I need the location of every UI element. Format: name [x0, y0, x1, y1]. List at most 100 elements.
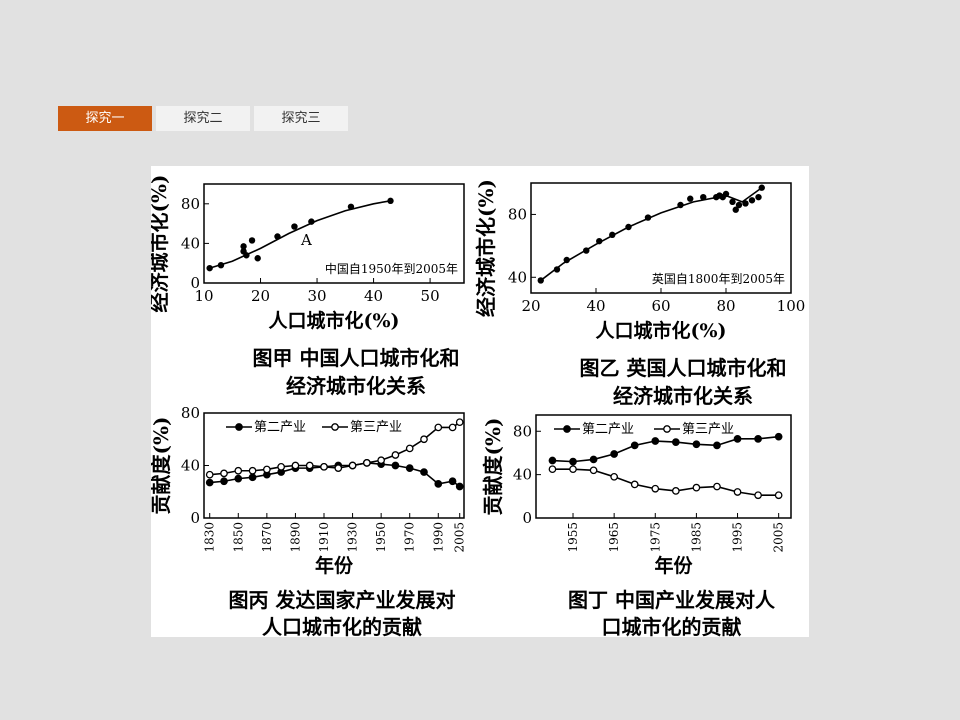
y-tick-label: 0: [522, 509, 532, 527]
series-marker-1: [305, 461, 314, 470]
series-marker-0: [434, 480, 443, 488]
legend-label: 第二产业: [254, 420, 306, 435]
x-tick-label: 1890: [288, 522, 302, 553]
series-marker-0: [234, 474, 243, 483]
series-marker-0: [455, 482, 464, 491]
x-tick-label: 40: [586, 297, 605, 315]
x-tick-label: 1990: [431, 522, 445, 553]
x-tick-label: 80: [716, 297, 735, 315]
y-tick-label: 80: [181, 195, 200, 213]
legend-marker: [235, 423, 243, 431]
x-axis-label: 年份: [654, 554, 693, 577]
x-tick-label: 60: [651, 297, 670, 315]
data-point: [609, 231, 616, 239]
data-point: [687, 195, 694, 202]
y-axis-label: 经济城市化(%): [151, 175, 171, 313]
figure-caption: 经济城市化关系: [613, 384, 753, 408]
series-marker-0: [713, 441, 721, 450]
y-tick-label: 80: [513, 422, 532, 440]
series-marker-1: [320, 462, 328, 471]
series-marker-1: [334, 464, 343, 472]
point-label-a: A: [300, 231, 312, 249]
data-point: [735, 201, 743, 209]
series-marker-1: [713, 482, 721, 491]
tab-explore-3[interactable]: 探究三: [254, 106, 348, 131]
figure-caption: 经济城市化关系: [286, 374, 426, 398]
tab-bar: 探究一 探究二 探究三: [58, 106, 348, 131]
figure-caption: 图乙 英国人口城市化和: [580, 356, 787, 380]
data-point: [758, 184, 765, 191]
series-marker-1: [692, 483, 701, 492]
trend-curve: [540, 187, 763, 282]
x-tick-label: 1965: [607, 522, 621, 553]
y-tick-label: 40: [181, 457, 200, 475]
series-marker-0: [651, 437, 660, 445]
data-point: [732, 206, 739, 213]
y-axis-label: 贡献度(%): [151, 417, 173, 515]
series-line-1: [552, 468, 779, 497]
figure-caption: 图甲 中国人口城市化和: [253, 346, 460, 370]
data-point: [700, 193, 707, 201]
series-marker-1: [754, 491, 762, 500]
data-point: [243, 252, 250, 259]
data-point: [677, 201, 684, 209]
y-tick-label: 0: [190, 274, 200, 292]
series-marker-1: [610, 472, 618, 481]
x-tick-label: 20: [521, 297, 540, 315]
series-marker-1: [205, 470, 214, 479]
data-point: [206, 264, 213, 272]
series-marker-1: [263, 465, 271, 474]
x-tick-label: 1955: [566, 522, 580, 553]
data-point: [625, 223, 632, 231]
y-axis-label: 贡献度(%): [481, 418, 505, 516]
series-marker-1: [651, 484, 660, 493]
series-marker-1: [391, 451, 400, 459]
data-point: [537, 277, 544, 284]
data-point: [755, 193, 762, 201]
series-marker-0: [733, 435, 742, 443]
series-marker-1: [291, 461, 300, 470]
data-point: [596, 237, 603, 245]
x-tick-label: 1985: [689, 522, 703, 553]
series-marker-1: [448, 423, 457, 432]
data-point: [387, 197, 394, 205]
series-marker-1: [733, 488, 742, 496]
data-point: [722, 190, 730, 198]
series-marker-1: [348, 461, 357, 470]
series-marker-0: [569, 457, 577, 466]
data-point: [240, 243, 247, 250]
series-marker-1: [377, 456, 385, 465]
figure-caption: 图丁 中国产业发展对人: [568, 588, 776, 612]
chart-annotation: 中国自1950年到2005年: [325, 261, 458, 276]
plot-frame: [203, 183, 465, 284]
y-tick-label: 40: [508, 268, 527, 286]
trend-curve: [209, 200, 391, 269]
data-point: [644, 214, 652, 221]
tab-explore-2[interactable]: 探究二: [156, 106, 250, 131]
series-marker-1: [548, 465, 557, 474]
series-marker-0: [405, 464, 414, 472]
figure-caption: 图丙 发达国家产业发展对: [229, 588, 456, 612]
x-tick-label: 1995: [731, 522, 745, 553]
series-marker-1: [455, 418, 464, 427]
x-tick-label: 10: [194, 287, 213, 305]
figure-caption: 人口城市化的贡献: [262, 615, 422, 637]
x-tick-label: 1975: [648, 522, 662, 553]
charts-canvas: 10 20 30 40 50 0 40 80 经济城市化(%) 人口城市化(%) 中国自1950年到…: [151, 175, 805, 637]
legend-label: 第二产业: [582, 422, 634, 437]
data-point: [254, 255, 261, 262]
x-tick-label: 1970: [403, 522, 417, 553]
series-marker-1: [234, 466, 243, 475]
series-marker-0: [548, 456, 557, 465]
x-axis-label: 年份: [315, 554, 354, 577]
series-marker-1: [569, 465, 577, 474]
series-marker-0: [448, 477, 457, 486]
x-tick-label: 20: [251, 287, 270, 305]
series-marker-0: [420, 468, 428, 476]
y-axis-label: 经济城市化(%): [474, 179, 498, 317]
series-marker-1: [589, 466, 598, 475]
data-point: [553, 266, 561, 273]
tab-explore-1[interactable]: 探究一: [58, 106, 152, 131]
x-tick-label: 2005: [453, 522, 467, 553]
data-point: [274, 233, 281, 240]
